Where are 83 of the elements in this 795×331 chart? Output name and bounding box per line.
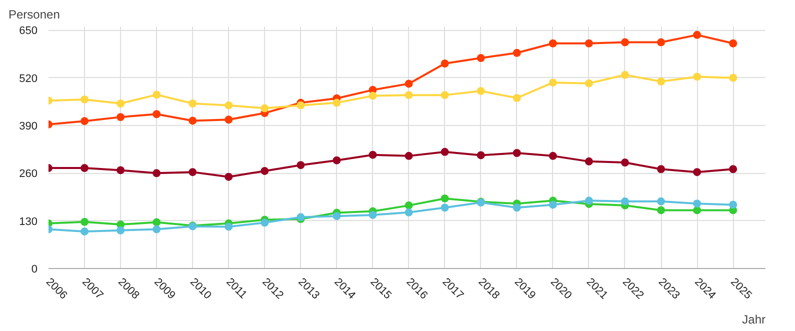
point — [440, 60, 449, 68]
point — [512, 149, 521, 157]
point — [296, 101, 305, 110]
point — [512, 48, 521, 57]
point — [260, 104, 269, 112]
point — [188, 116, 197, 125]
point — [224, 222, 233, 231]
point — [548, 39, 557, 48]
point — [224, 172, 233, 181]
point — [116, 166, 125, 174]
point — [224, 116, 233, 124]
point — [693, 168, 702, 176]
point — [332, 212, 341, 220]
point — [260, 218, 269, 227]
point — [152, 218, 161, 226]
point — [224, 101, 233, 110]
point — [80, 117, 89, 126]
point — [116, 100, 125, 108]
point — [548, 152, 557, 160]
point — [80, 227, 89, 236]
point — [368, 150, 377, 159]
point — [152, 90, 161, 99]
point — [476, 54, 485, 62]
point — [188, 168, 197, 176]
x-axis-title: Jahr — [742, 312, 766, 326]
point — [404, 80, 413, 88]
point — [80, 164, 89, 172]
point — [116, 226, 125, 234]
point — [548, 78, 557, 87]
point — [152, 110, 161, 118]
point — [404, 201, 413, 210]
point — [657, 206, 666, 214]
point — [440, 204, 449, 212]
point — [657, 165, 666, 174]
point — [368, 92, 377, 100]
point — [116, 113, 125, 122]
point — [260, 166, 269, 175]
point — [80, 95, 89, 104]
y-tick-label: 0 — [31, 264, 38, 276]
y-tick-label: 260 — [19, 168, 38, 180]
point — [476, 87, 485, 96]
y-tick-label: 650 — [19, 25, 38, 38]
point — [657, 38, 666, 46]
point — [584, 39, 593, 48]
point — [620, 197, 629, 206]
point — [620, 38, 629, 46]
point — [440, 91, 449, 100]
point — [584, 79, 593, 88]
y-tick-label: 390 — [19, 120, 38, 132]
y-axis-title: Personen — [8, 8, 60, 22]
point — [620, 158, 629, 167]
point — [512, 94, 521, 102]
point — [729, 200, 738, 209]
point — [693, 30, 702, 39]
point — [657, 197, 666, 206]
point — [404, 152, 413, 160]
point — [332, 156, 341, 164]
point — [368, 210, 377, 219]
point — [188, 100, 197, 108]
point — [404, 91, 413, 100]
y-tick-label: 130 — [19, 216, 38, 228]
point — [729, 74, 738, 82]
point — [584, 196, 593, 205]
point — [152, 169, 161, 178]
point — [404, 208, 413, 216]
point — [693, 72, 702, 81]
point — [693, 200, 702, 208]
point — [80, 218, 89, 226]
point — [512, 204, 521, 212]
point — [657, 78, 666, 86]
point — [440, 194, 449, 202]
point — [440, 148, 449, 156]
point — [152, 225, 161, 234]
point — [584, 157, 593, 166]
point — [296, 161, 305, 170]
point — [332, 98, 341, 107]
point — [476, 151, 485, 160]
point — [729, 165, 738, 174]
point — [693, 206, 702, 214]
point — [729, 39, 738, 48]
point — [548, 200, 557, 209]
point — [620, 70, 629, 79]
y-tick-label: 520 — [19, 72, 38, 85]
